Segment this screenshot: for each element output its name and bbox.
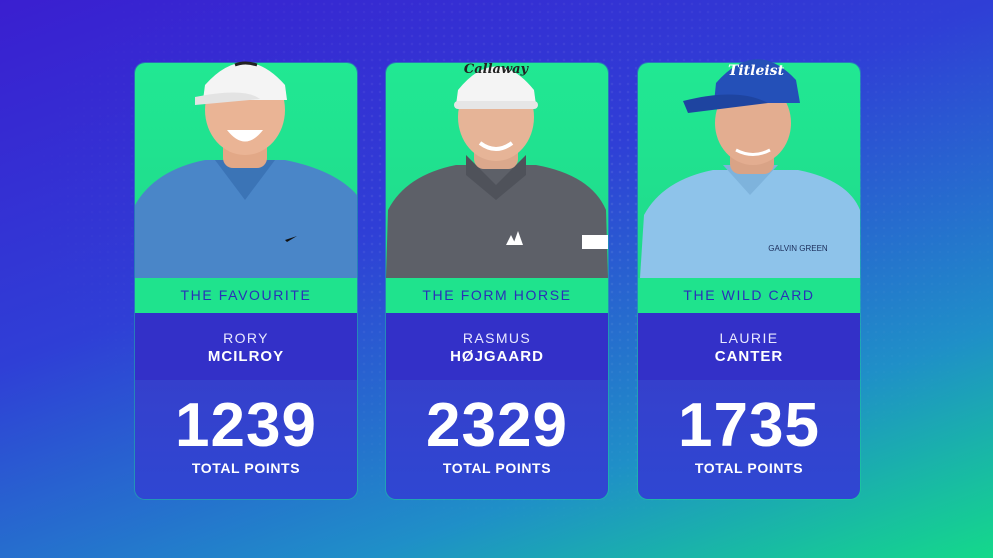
points-panel: 1239 TOTAL POINTS <box>135 380 357 499</box>
cap-logo: Titleist <box>728 63 785 79</box>
points-label: TOTAL POINTS <box>442 460 552 476</box>
first-name: RASMUS <box>462 330 532 346</box>
last-name: MCILROY <box>207 348 285 365</box>
shirt-sponsor-text: GALVIN GREEN <box>768 244 828 253</box>
points-label: TOTAL POINTS <box>694 460 804 476</box>
points-label: TOTAL POINTS <box>191 460 301 476</box>
player-illustration: Titleist GALVIN GREEN <box>640 59 860 278</box>
last-name: HØJGAARD <box>450 348 544 365</box>
points-value: 1239 <box>175 391 317 460</box>
points-value: 1735 <box>678 391 820 460</box>
cap-logo: Callaway <box>464 62 530 77</box>
player-photo: Callaway <box>386 62 608 278</box>
player-name: RASMUS HØJGAARD <box>386 313 608 380</box>
player-photo: Titleist GALVIN GREEN <box>638 59 860 278</box>
player-card-3: Titleist GALVIN GREEN THE WILD CARD LAUR… <box>638 59 860 499</box>
player-name: LAURIE CANTER <box>638 313 860 380</box>
player-illustration: Callaway <box>386 62 608 278</box>
player-photo <box>135 61 357 278</box>
first-name: LAURIE <box>719 330 779 346</box>
player-name: RORY MCILROY <box>135 313 357 380</box>
player-illustration <box>135 61 357 278</box>
player-card-2: Callaway THE FORM HORSE RASMUS HØJGAARD … <box>386 62 608 499</box>
first-name: RORY <box>223 330 269 346</box>
player-card-1: THE FAVOURITE RORY MCILROY 1239 TOTAL PO… <box>135 61 357 499</box>
points-panel: 2329 TOTAL POINTS <box>386 380 608 499</box>
points-value: 2329 <box>426 391 568 460</box>
points-panel: 1735 TOTAL POINTS <box>638 380 860 499</box>
last-name: CANTER <box>714 348 784 365</box>
role-label: THE WILD CARD <box>638 278 860 313</box>
role-label: THE FAVOURITE <box>135 278 357 313</box>
role-label: THE FORM HORSE <box>386 278 608 313</box>
